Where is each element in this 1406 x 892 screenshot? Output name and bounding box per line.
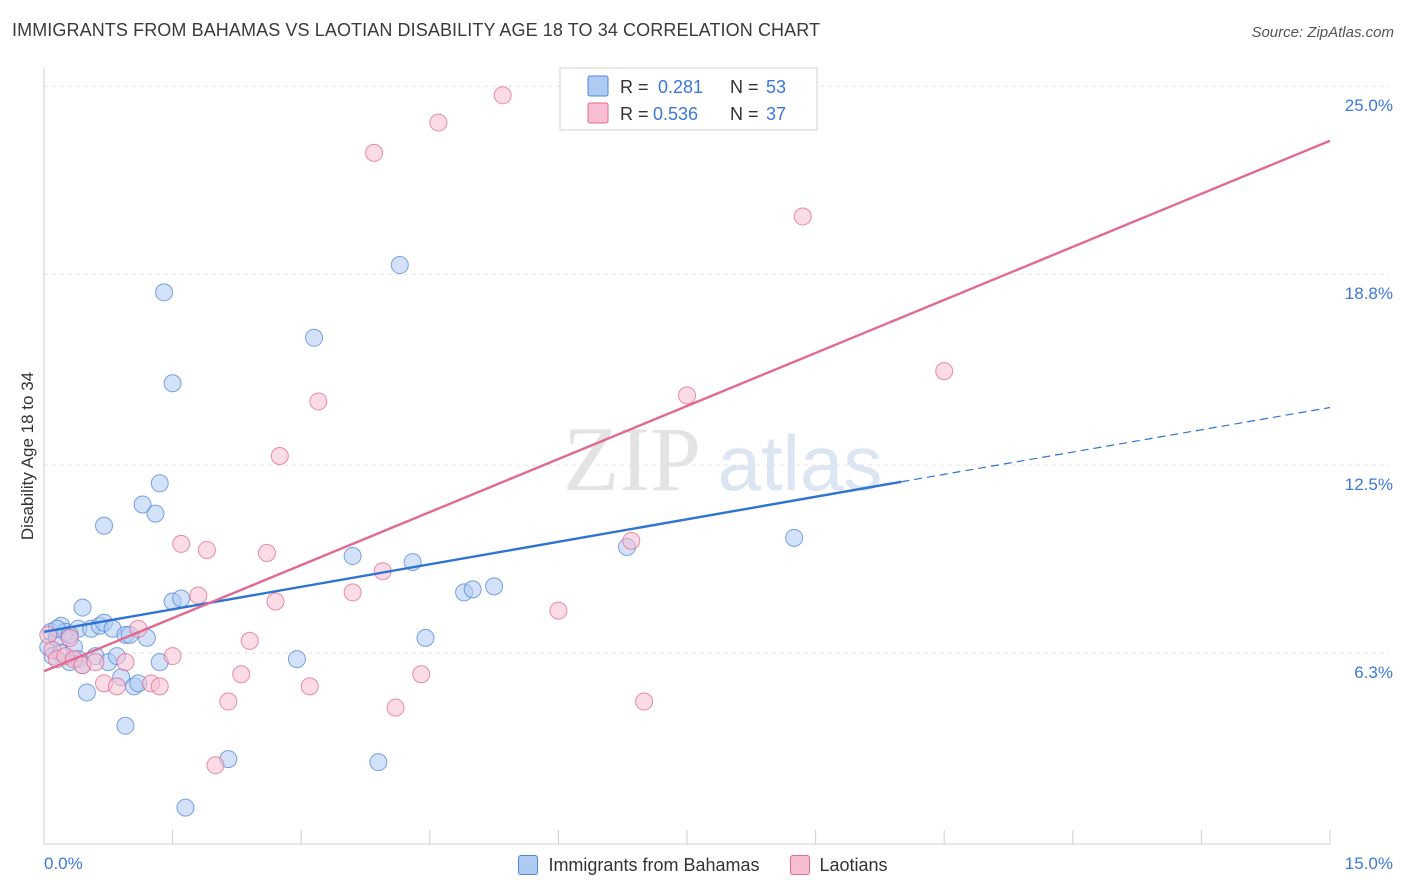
point-bahamas (133, 495, 152, 514)
point-bahamas (77, 683, 96, 702)
point-laotians (935, 362, 954, 381)
stats-r-value-bahamas: 0.281 (658, 77, 703, 97)
legend-label-bahamas: Immigrants from Bahamas (548, 854, 760, 875)
y-axis-label: Disability Age 18 to 34 (18, 372, 37, 540)
point-bahamas (163, 374, 182, 393)
point-bahamas (343, 547, 362, 566)
point-laotians (189, 586, 208, 605)
legend-item-laotians: Laotians (789, 852, 888, 878)
point-laotians (386, 698, 405, 717)
stats-n-value-bahamas: 53 (766, 77, 786, 97)
y-tick-label: 18.8% (1345, 284, 1393, 303)
point-laotians (206, 756, 225, 775)
point-laotians (429, 113, 448, 132)
point-laotians (270, 447, 289, 465)
watermark-atlas: atlas (718, 419, 883, 507)
y-tick-label: 6.3% (1354, 663, 1393, 682)
stats-r-value-laotians: 0.536 (653, 104, 698, 124)
legend-label-laotians: Laotians (819, 854, 888, 875)
point-laotians (549, 601, 568, 620)
point-bahamas (155, 283, 174, 302)
point-laotians (150, 677, 169, 696)
watermark: ZIP atlas (563, 408, 882, 510)
point-laotians (635, 692, 654, 711)
point-laotians (60, 628, 79, 647)
point-bahamas (95, 516, 114, 535)
x-tick-labels: 0.0% 15.0% (44, 854, 1393, 873)
point-laotians (365, 143, 384, 162)
point-laotians (240, 631, 259, 650)
y-tick-label: 25.0% (1345, 96, 1393, 115)
legend-swatch-laotians (789, 855, 810, 875)
point-laotians (266, 592, 285, 611)
point-laotians (622, 531, 641, 550)
point-laotians (493, 86, 512, 105)
point-laotians (219, 692, 238, 711)
point-laotians (172, 534, 191, 553)
point-bahamas (785, 528, 804, 547)
trend-line-bahamas (43, 480, 902, 633)
point-bahamas (305, 328, 324, 347)
y-tick-label: 12.5% (1345, 475, 1393, 494)
point-laotians (343, 583, 362, 602)
point-bahamas (73, 598, 92, 617)
point-laotians (678, 386, 696, 405)
point-bahamas (369, 753, 388, 772)
point-laotians (163, 647, 182, 666)
x-tick-label: 15.0% (1345, 854, 1393, 873)
stats-r-label-laotians: R = (620, 104, 649, 124)
stats-n-label-bahamas: N = (730, 77, 759, 97)
point-laotians (116, 653, 135, 672)
point-laotians (412, 665, 431, 684)
y-tick-labels: 6.3% 12.5% 18.8% 25.0% (1345, 96, 1393, 682)
point-bahamas (287, 650, 306, 669)
stats-swatch-bahamas (587, 75, 609, 97)
chart-title: IMMIGRANTS FROM BAHAMAS VS LAOTIAN DISAB… (12, 20, 821, 40)
point-bahamas (176, 798, 195, 817)
point-bahamas (146, 504, 165, 523)
point-bahamas (485, 577, 504, 596)
watermark-zip: ZIP (563, 408, 701, 510)
trend-line-laotians (43, 139, 1331, 673)
point-bahamas (390, 256, 409, 275)
point-laotians (86, 653, 105, 672)
point-bahamas (116, 716, 135, 735)
point-laotians (793, 207, 812, 226)
point-bahamas (416, 628, 435, 647)
stats-r-label-bahamas: R = (620, 77, 649, 97)
point-laotians (257, 544, 276, 562)
x-tick-label: 0.0% (44, 854, 83, 873)
point-bahamas (172, 589, 191, 608)
trend-lines (43, 139, 1331, 673)
stats-n-value-laotians: 37 (766, 104, 786, 124)
legend-item-bahamas: Immigrants from Bahamas (518, 852, 760, 878)
point-laotians (107, 677, 126, 696)
gridlines (44, 85, 1390, 654)
point-laotians (232, 665, 251, 684)
point-laotians (309, 392, 328, 411)
point-laotians (197, 540, 216, 559)
legend-swatch-bahamas (518, 855, 539, 875)
point-bahamas (150, 474, 169, 493)
point-laotians (300, 677, 319, 696)
axes (43, 68, 1331, 845)
stats-swatch-laotians (587, 102, 609, 124)
trend-line-bahamas-extension (901, 406, 1331, 483)
source-label: Source: ZipAtlas.com (1251, 24, 1394, 41)
stats-legend: R = 0.281 N = 53 R = 0.536 N = 37 (559, 67, 818, 131)
stats-n-label-laotians: N = (730, 104, 759, 124)
series-legend: Immigrants from Bahamas Laotians (0, 852, 1406, 878)
point-bahamas (463, 580, 482, 599)
